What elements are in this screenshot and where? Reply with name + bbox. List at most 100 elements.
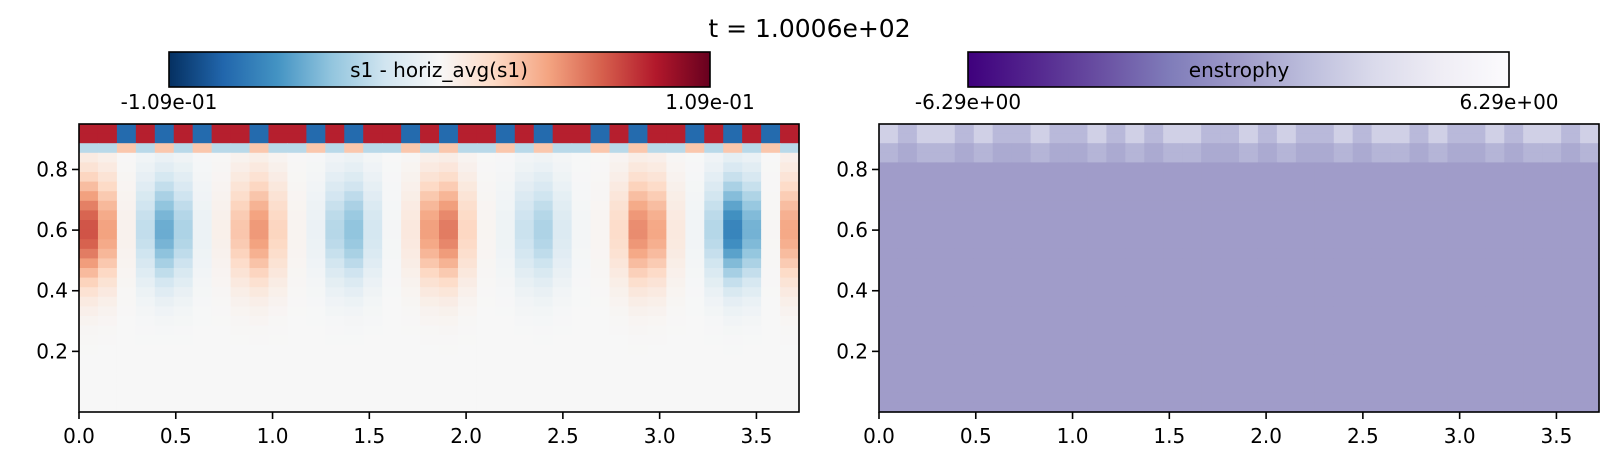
- s1-heatmap-cell: [382, 373, 402, 384]
- enstrophy-heatmap-cell: [1390, 191, 1411, 202]
- s1-heatmap-cell: [514, 220, 535, 231]
- enstrophy-heatmap-cell: [1030, 316, 1051, 327]
- s1-heatmap-cell: [192, 229, 213, 240]
- enstrophy-heatmap-cell: [1163, 220, 1183, 231]
- s1-heatmap-cell: [79, 210, 99, 221]
- s1-heatmap-cell: [211, 316, 232, 327]
- enstrophy-heatmap-cell: [1011, 344, 1032, 355]
- s1-heatmap-cell: [495, 258, 516, 269]
- s1-heatmap-cell: [495, 344, 516, 355]
- enstrophy-heatmap-cell: [1314, 248, 1335, 259]
- enstrophy-heatmap-cell: [1163, 335, 1183, 346]
- s1-heatmap-cell: [439, 239, 459, 250]
- s1-heatmap-cell: [666, 277, 686, 288]
- s1-heatmap-cell: [439, 335, 459, 346]
- enstrophy-heatmap-cell: [1371, 364, 1392, 375]
- s1-heatmap-cell: [780, 296, 800, 307]
- s1-heatmap-cell: [325, 143, 345, 154]
- s1-heatmap-cell: [325, 210, 345, 221]
- s1-heatmap-cell: [287, 124, 307, 135]
- enstrophy-heatmap-cell: [1447, 152, 1467, 163]
- enstrophy-heatmap-cell: [1409, 325, 1430, 336]
- enstrophy-heatmap-cell: [1314, 325, 1335, 336]
- enstrophy-heatmap-cell: [1163, 268, 1183, 279]
- s1-heatmap-cell: [363, 200, 383, 211]
- enstrophy-heatmap-cell: [1144, 172, 1164, 183]
- s1-heatmap-cell: [476, 325, 497, 336]
- enstrophy-heatmap-cell: [1485, 402, 1505, 413]
- s1-heatmap-cell: [742, 373, 762, 384]
- s1-heatmap-cell: [287, 162, 307, 173]
- s1-heatmap-cell: [780, 229, 800, 240]
- enstrophy-heatmap-cell: [1561, 133, 1581, 144]
- enstrophy-heatmap-cell: [897, 152, 918, 163]
- enstrophy-heatmap-cell: [1428, 335, 1449, 346]
- enstrophy-heatmap-cell: [1125, 402, 1145, 413]
- s1-heatmap-cell: [79, 383, 99, 394]
- s1-heatmap-cell: [476, 229, 497, 240]
- enstrophy-heatmap-cell: [916, 258, 937, 269]
- s1-heatmap-cell: [211, 210, 232, 221]
- s1-heatmap-cell: [552, 172, 573, 183]
- s1-heatmap-cell: [306, 124, 326, 135]
- enstrophy-heatmap-cell: [1352, 268, 1373, 279]
- s1-heatmap-cell: [211, 354, 232, 365]
- enstrophy-heatmap-cell: [1125, 248, 1145, 259]
- s1-heatmap-cell: [154, 143, 175, 154]
- enstrophy-heatmap-cell: [1087, 287, 1107, 298]
- enstrophy-heatmap-cell: [1447, 210, 1467, 221]
- s1-heatmap-cell: [476, 181, 497, 192]
- s1-heatmap-cell: [552, 354, 573, 365]
- s1-heatmap-cell: [552, 316, 573, 327]
- enstrophy-heatmap-cell: [935, 316, 956, 327]
- s1-heatmap-cell: [723, 124, 743, 135]
- s1-heatmap-cell: [439, 364, 459, 375]
- s1-heatmap-cell: [382, 181, 402, 192]
- enstrophy-heatmap-cell: [935, 268, 956, 279]
- enstrophy-heatmap-cell: [1295, 344, 1316, 355]
- enstrophy-heatmap-cell: [992, 229, 1013, 240]
- enstrophy-heatmap-cell: [954, 200, 975, 211]
- enstrophy-heatmap-cell: [1257, 383, 1278, 394]
- enstrophy-heatmap-cell: [1542, 392, 1562, 403]
- s1-heatmap-cell: [306, 248, 326, 259]
- s1-heatmap-cell: [306, 191, 326, 202]
- s1-heatmap-cell: [476, 306, 497, 317]
- enstrophy-heatmap-cell: [1447, 296, 1467, 307]
- enstrophy-heatmap-cell: [992, 133, 1013, 144]
- enstrophy-heatmap-cell: [1182, 210, 1202, 221]
- enstrophy-heatmap-cell: [1523, 287, 1543, 298]
- s1-heatmap-cell: [552, 143, 573, 154]
- s1-heatmap-cell: [514, 181, 535, 192]
- s1-heatmap-cell: [552, 210, 573, 221]
- s1-heatmap-cell: [704, 364, 724, 375]
- s1-heatmap-cell: [363, 344, 383, 355]
- enstrophy-heatmap-cell: [1239, 364, 1259, 375]
- enstrophy-heatmap-cell: [1276, 354, 1297, 365]
- enstrophy-heatmap-cell: [1087, 248, 1107, 259]
- enstrophy-heatmap-cell: [1542, 335, 1562, 346]
- enstrophy-heatmap-cell: [1182, 402, 1202, 413]
- enstrophy-heatmap-cell: [916, 402, 937, 413]
- s1-heatmap-cell: [457, 248, 478, 259]
- s1-heatmap-cell: [306, 239, 326, 250]
- enstrophy-heatmap-cell: [1106, 306, 1126, 317]
- s1-heatmap-cell: [571, 402, 592, 413]
- enstrophy-heatmap-cell: [1352, 239, 1373, 250]
- s1-heatmap-cell: [211, 296, 232, 307]
- s1-heatmap-cell: [723, 239, 743, 250]
- enstrophy-heatmap-cell: [935, 383, 956, 394]
- s1-heatmap-cell: [344, 335, 364, 346]
- s1-heatmap-cell: [533, 191, 554, 202]
- enstrophy-heatmap-cell: [1011, 143, 1032, 154]
- s1-heatmap-cell: [742, 172, 762, 183]
- s1-heatmap-cell: [363, 364, 383, 375]
- s1-heatmap-cell: [325, 133, 345, 144]
- enstrophy-heatmap-cell: [1257, 258, 1278, 269]
- enstrophy-heatmap-cell: [1125, 239, 1145, 250]
- enstrophy-heatmap-cell: [1087, 172, 1107, 183]
- s1-heatmap-cell: [344, 268, 364, 279]
- enstrophy-heatmap-cell: [1068, 364, 1089, 375]
- enstrophy-heatmap-cell: [897, 335, 918, 346]
- s1-heatmap-cell: [325, 325, 345, 336]
